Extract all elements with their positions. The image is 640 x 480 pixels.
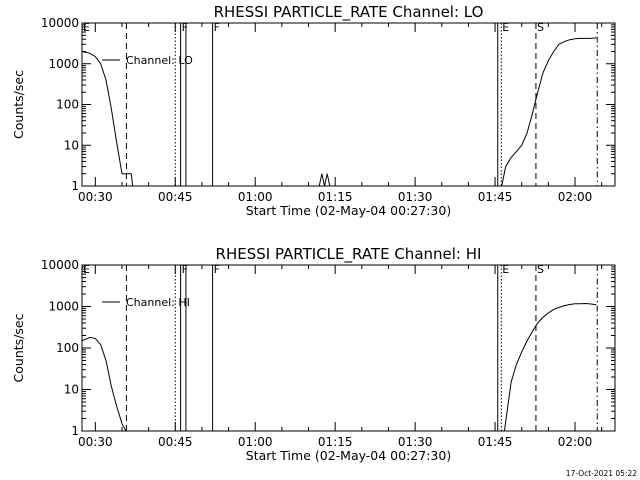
chart-panel-2: RHESSI PARTICLE_RATE Channel: HI 1 10 100 10… (11, 245, 616, 463)
y-tick-label: 1 (71, 179, 79, 193)
x-tick-label: 00:45 (158, 435, 193, 449)
x-tick-label: 00:30 (78, 190, 113, 204)
marker-label: E (83, 263, 90, 276)
x-tick-label: 01:15 (318, 435, 353, 449)
y-tick-label: 10000 (41, 258, 79, 272)
y-tick-label: 10 (64, 383, 79, 397)
y-tick-label: 100 (56, 98, 79, 112)
series-line (81, 336, 127, 432)
y-tick-label: 10 (64, 138, 79, 152)
x-tick-label: 01:30 (398, 435, 433, 449)
x-tick-label: 00:45 (158, 190, 193, 204)
y-tick-label: 1000 (48, 300, 79, 314)
plot-frame (81, 264, 616, 432)
y-axis-label: Counts/sec (11, 70, 26, 139)
x-tick-label: 01:45 (478, 435, 513, 449)
legend-entry: Channel: LO (126, 54, 193, 67)
series-line (501, 37, 597, 187)
x-tick-label: 01:00 (238, 435, 273, 449)
marker-label: E (83, 21, 90, 34)
x-tick-label: 02:00 (558, 435, 593, 449)
marker-label: F (182, 21, 188, 34)
chart-panel-1: RHESSI PARTICLE_RATE Channel: LO 1 10 100 10… (11, 3, 616, 218)
y-tick-label: 10000 (41, 16, 79, 30)
x-tick-label: 00:30 (78, 435, 113, 449)
x-axis-label: Start Time (02-May-04 00:27:30) (246, 448, 451, 463)
chart-title: RHESSI PARTICLE_RATE Channel: HI (216, 245, 482, 264)
marker-label: E (502, 263, 509, 276)
x-tick-label: 02:00 (558, 190, 593, 204)
marker-label: F (214, 21, 220, 34)
series-line (81, 51, 134, 187)
marker-label: F (182, 263, 188, 276)
marker-label: S (537, 21, 544, 34)
chart-title: RHESSI PARTICLE_RATE Channel: LO (214, 3, 484, 22)
y-axis-label: Counts/sec (11, 313, 26, 382)
marker-label: F (214, 263, 220, 276)
y-tick-label: 100 (56, 341, 79, 355)
y-tick-label: 1 (71, 424, 79, 438)
y-tick-label: 1000 (48, 57, 79, 71)
series-line (503, 302, 597, 432)
x-tick-label: 01:45 (478, 190, 513, 204)
legend-entry: Channel: HI (126, 296, 190, 309)
marker-label: S (537, 263, 544, 276)
timestamp-footer: 17-Oct-2021 05:22 (566, 469, 637, 478)
marker-label: E (502, 21, 509, 34)
x-axis-label: Start Time (02-May-04 00:27:30) (246, 203, 451, 218)
series-line (318, 173, 331, 187)
x-tick-label: 01:15 (318, 190, 353, 204)
x-tick-label: 01:30 (398, 190, 433, 204)
x-tick-label: 01:00 (238, 190, 273, 204)
